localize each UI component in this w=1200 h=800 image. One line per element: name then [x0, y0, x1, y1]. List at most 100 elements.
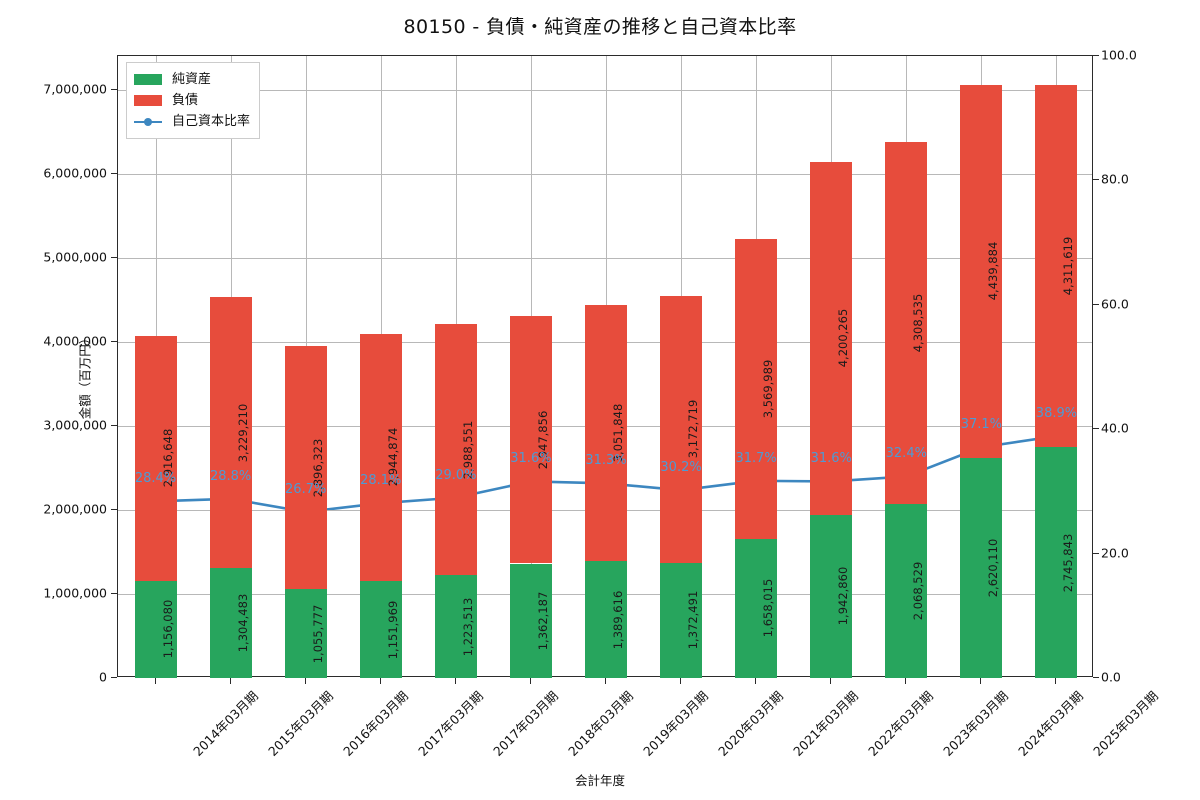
bar-segment-equity [284, 589, 327, 678]
x-axis-tick-mark [905, 678, 906, 684]
x-axis-tick-mark [830, 678, 831, 684]
y-axis-left-tick-mark [111, 592, 117, 594]
y-axis-left-tick-mark [111, 256, 117, 258]
bar-segment-liabilities [660, 295, 703, 563]
equity-ratio-value-label: 26.7% [285, 481, 327, 497]
legend-item-equity-ratio: 自己資本比率 [134, 111, 250, 132]
x-axis-tick-label: 2017年03月期 [489, 688, 561, 759]
equity-ratio-value-label: 31.7% [735, 450, 777, 466]
bar-segment-liabilities [359, 333, 402, 582]
bar-segment-equity [735, 538, 778, 678]
bar-value-label-liabilities: 3,569,989 [761, 359, 776, 418]
equity-ratio-value-label: 29.0% [435, 467, 477, 483]
bar-segment-liabilities [1035, 84, 1078, 448]
bar-value-label-equity: 1,372,491 [686, 591, 701, 650]
bar-value-label-liabilities: 3,172,719 [686, 400, 701, 459]
x-axis-tick-label: 2023年03月期 [940, 688, 1012, 759]
equity-ratio-value-label: 38.9% [1035, 406, 1078, 422]
x-axis-tick-label: 2016年03月期 [339, 688, 411, 759]
bar-segment-liabilities [585, 304, 627, 562]
plot-area: 1,156,080 2,916,648 1,304,483 3,229,210 1,05… [117, 55, 1093, 678]
y-axis-right-tick-mark [1093, 428, 1099, 430]
x-axis-tick-label: 2019年03月期 [640, 688, 711, 759]
equity-ratio-value-label: 28.8% [209, 468, 252, 484]
bar-segment-liabilities [284, 345, 327, 590]
y-axis-right-tick-label: 80.0 [1101, 171, 1129, 187]
equity-ratio-value-label: 30.2% [660, 460, 702, 476]
equity-ratio-value-label: 31.6% [810, 451, 852, 467]
x-axis-tick-label: 2014年03月期 [189, 688, 261, 759]
bar-value-label-liabilities: 3,229,210 [235, 403, 250, 462]
bar-segment-equity [660, 562, 703, 678]
legend-item-equity: 純資産 [134, 69, 250, 90]
x-axis-tick-mark [1055, 678, 1056, 684]
equity-ratio-value-label: 32.4% [885, 446, 927, 462]
y-axis-right-tick-mark [1093, 552, 1099, 554]
bar-segment-equity [434, 575, 477, 678]
y-axis-left-tick-mark [111, 424, 117, 426]
x-axis-tick-mark [605, 678, 606, 684]
y-axis-right-tick-mark [1093, 303, 1099, 305]
y-axis-right-tick-label: 60.0 [1101, 296, 1129, 312]
bar-segment-liabilities [885, 141, 928, 505]
bar-value-label-equity: 2,620,110 [986, 538, 1001, 598]
bar-segment-liabilities [960, 84, 1003, 458]
x-axis-tick-mark [155, 678, 156, 684]
gridline-horizontal [118, 173, 1092, 175]
bar-segment-equity [509, 563, 552, 678]
x-axis-tick-label: 2022年03月期 [865, 688, 937, 759]
x-axis-tick-label: 2020年03月期 [715, 688, 787, 759]
y-axis-right-tick-mark [1093, 179, 1099, 181]
bar-value-label-equity: 1,055,777 [310, 604, 325, 663]
bar-value-label-liabilities: 4,311,619 [1061, 236, 1076, 296]
y-axis-left-tick-label: 7,000,000 [43, 81, 107, 97]
x-axis-tick-label: 2024年03月期 [1015, 688, 1087, 759]
y-axis-left-tick-label: 5,000,000 [43, 249, 107, 265]
x-axis-tick-mark [680, 678, 681, 684]
x-axis-tick-mark [455, 678, 456, 684]
y-axis-left-tick-label: 4,000,000 [43, 333, 107, 349]
y-axis-left-tick-label: 6,000,000 [43, 165, 107, 181]
bar-segment-equity [209, 568, 252, 678]
gridline-horizontal [118, 257, 1092, 259]
bar-segment-liabilities [134, 335, 177, 581]
bar-value-label-equity: 1,304,483 [235, 593, 250, 653]
y-axis-left-tick-mark [111, 340, 117, 342]
y-axis-left-label: 金額（百万円） [77, 331, 93, 420]
y-axis-left-tick-label: 0 [99, 669, 107, 685]
x-axis-tick-label: 2018年03月期 [565, 688, 636, 759]
bar-value-label-equity: 1,156,080 [160, 600, 175, 659]
y-axis-right-tick-mark [1093, 55, 1099, 56]
bar-segment-equity [810, 514, 853, 678]
y-axis-left-tick-mark [111, 677, 117, 678]
x-axis-tick-mark [755, 678, 756, 684]
legend-label-equity: 純資産 [172, 72, 212, 87]
bar-value-label-equity: 1,658,015 [761, 579, 776, 638]
bar-segment-equity [585, 561, 627, 678]
y-axis-right-tick-mark [1093, 677, 1099, 678]
x-axis-tick-mark [980, 678, 981, 684]
x-axis-tick-mark [380, 678, 381, 684]
y-axis-left-tick-mark [111, 508, 117, 510]
bar-value-label-liabilities: 4,200,265 [836, 308, 851, 368]
x-axis-label: 会計年度 [574, 773, 625, 788]
x-axis-tick-label: 2017年03月期 [414, 688, 486, 759]
bar-segment-liabilities [810, 161, 853, 515]
bar-segment-liabilities [735, 238, 778, 539]
y-axis-right-tick-label: 0.0 [1101, 669, 1121, 685]
y-axis-left-tick-mark [111, 88, 117, 90]
bar-segment-equity [134, 580, 177, 678]
legend-label-equity-ratio: 自己資本比率 [172, 114, 251, 129]
legend-item-liabilities: 負債 [134, 90, 250, 111]
equity-ratio-value-label: 28.4% [134, 471, 177, 487]
y-axis-left-tick-mark [111, 172, 117, 174]
bar-value-label-equity: 2,745,843 [1061, 533, 1076, 592]
bar-segment-equity [359, 581, 402, 678]
y-axis-right-tick-label: 100.0 [1101, 47, 1137, 63]
legend-swatch-equity-icon [134, 74, 162, 85]
legend-swatch-liabilities-icon [134, 95, 162, 106]
x-axis-tick-mark [230, 678, 231, 684]
bar-value-label-equity: 1,942,860 [836, 567, 851, 626]
x-axis-tick-label: 2025年03月期 [1090, 688, 1162, 759]
